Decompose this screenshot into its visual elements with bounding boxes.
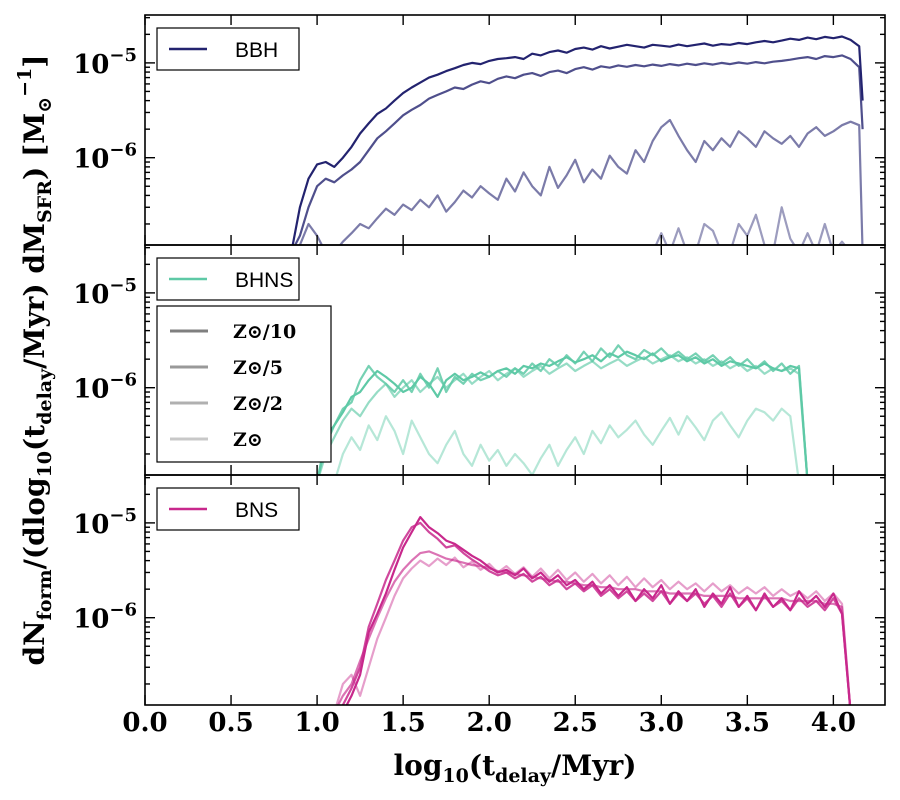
x-tick-label: 2.0	[467, 708, 512, 738]
panel-frame-bns	[144, 474, 886, 706]
series-bbh-z2	[298, 118, 864, 245]
x-tick-label: 0.0	[122, 708, 167, 738]
legend-metallicity-label: Z⊙	[233, 429, 263, 451]
y-tick-label: 10−6	[73, 600, 137, 635]
x-tick-label: 4.0	[811, 708, 856, 738]
panel-bhns-series	[317, 344, 809, 475]
panel-bns-series	[335, 515, 852, 705]
legend-label: BNS	[235, 499, 278, 522]
series-bhns-z2	[318, 354, 809, 475]
x-tick-label: 1.0	[294, 708, 339, 738]
legend-metallicity-label: Z⊙/5	[233, 357, 283, 379]
legend-metallicity: Z⊙/10 Z⊙/5 Z⊙/2 Z⊙	[156, 305, 332, 463]
x-axis: 0.0 0.5 1.0 1.5 2.0 2.5 3.0 3.5 4.0	[122, 15, 856, 738]
legends: BBH BHNS BNS Z⊙/10 Z⊙/5 Z⊙/2 Z⊙	[156, 27, 332, 531]
legend-bhns: BHNS	[156, 257, 300, 301]
panel-frames	[144, 14, 886, 706]
x-tick-label: 3.5	[725, 708, 770, 738]
series-bbh-z0	[291, 35, 864, 245]
legend-label: BBH	[235, 39, 278, 62]
y-tick-label: 10−5	[73, 275, 137, 310]
legend-bns: BNS	[156, 487, 300, 531]
y-tick-label: 10−5	[73, 45, 137, 80]
legend-label: BHNS	[235, 269, 293, 292]
legend-metallicity-label: Z⊙/10	[233, 321, 296, 343]
y-tick-label: 10−6	[73, 140, 137, 175]
x-tick-label: 3.0	[639, 708, 684, 738]
series-bns-z0	[345, 515, 852, 705]
y-tick-label: 10−6	[73, 370, 137, 405]
series-bbh-z1	[293, 54, 864, 245]
y-axes: 10−5 10−6 10−5 10−6 10−5 10−6	[73, 16, 885, 685]
legend-metallicity-label: Z⊙/2	[233, 393, 283, 415]
series-bns-z1	[341, 521, 852, 705]
x-tick-label: 2.5	[553, 708, 598, 738]
x-tick-label: 1.5	[381, 708, 426, 738]
plot-area	[291, 35, 864, 705]
series-bhns-z3	[335, 407, 800, 475]
series-bns-z3	[335, 556, 852, 705]
x-axis-title: log10(tdelay/Myr)	[394, 749, 637, 787]
series-bbh-z3	[654, 206, 847, 245]
panel-bbh-series	[291, 35, 864, 245]
series-bhns-z1	[317, 344, 809, 475]
y-axis-title: dNform/(dlog10(tdelay/Myr) dMSFR) [M⊙−1]	[14, 54, 56, 665]
x-tick-label: 0.5	[208, 708, 253, 738]
legend-bbh: BBH	[156, 27, 300, 71]
series-bhns-z0	[317, 350, 809, 475]
y-tick-label: 10−5	[73, 505, 137, 540]
